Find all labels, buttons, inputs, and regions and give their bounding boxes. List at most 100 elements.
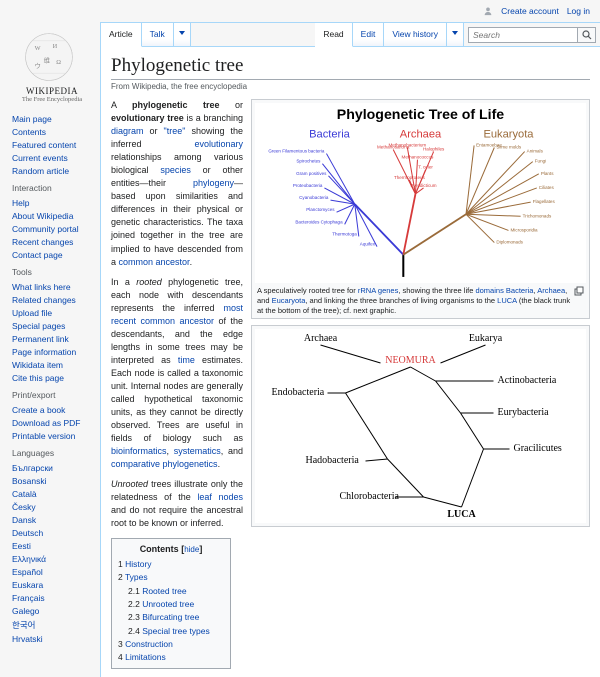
sidebar-item[interactable]: Related changes [12,293,100,306]
toc-item[interactable]: 4 Limitations [118,651,224,664]
sidebar-item[interactable]: What links here [12,280,100,293]
sidebar-item[interactable]: Wikidata item [12,358,100,371]
nav-heading-tools: Tools [12,267,100,277]
svg-text:Bacteria: Bacteria [309,128,351,140]
svg-text:Gracilicutes: Gracilicutes [514,443,562,454]
figure-unrooted-tree: ArchaeaEukaryaNEOMURAActinobacteriaEndob… [251,325,590,527]
search-box [464,23,600,46]
sidebar-item[interactable]: Recent changes [12,235,100,248]
svg-text:Archaea: Archaea [400,128,442,140]
svg-text:W: W [34,44,40,51]
logo[interactable]: W И维Ω ウ WIKIPEDIA The Free Encyclopedia [7,26,97,106]
article-text: A phylogenetic tree or evolutionary tree… [111,99,243,669]
sidebar-item[interactable]: Community portal [12,222,100,235]
sidebar-lang-item[interactable]: Galego [12,604,100,617]
sidebar-item[interactable]: Contents [12,125,100,138]
sidebar-lang-item[interactable]: Français [12,591,100,604]
svg-text:И: И [52,43,57,50]
tab-more-dropdown[interactable] [447,23,464,46]
sidebar-lang-item[interactable]: Eesti [12,539,100,552]
page-subtitle: From Wikipedia, the free encyclopedia [111,82,590,91]
nav-heading-print: Print/export [12,390,100,400]
svg-text:Gram positives: Gram positives [296,171,327,176]
sidebar-lang-item[interactable]: Euskara [12,578,100,591]
tab-article[interactable]: Article [101,23,142,47]
toc-item[interactable]: 3 Construction [118,637,224,650]
toc-item[interactable]: 2.3 Bifurcating tree [118,611,224,624]
sidebar-lang-item[interactable]: 한국어 [12,617,100,632]
toc-item[interactable]: 2.4 Special tree types [118,624,224,637]
sidebar-lang-item[interactable]: Česky [12,500,100,513]
tab-more-dropdown[interactable] [174,23,191,46]
sidebar-lang-item[interactable]: Català [12,487,100,500]
svg-text:Fungi: Fungi [535,159,546,164]
sidebar-lang-item[interactable]: Ελληνικά [12,552,100,565]
sidebar-item[interactable]: Special pages [12,319,100,332]
toc-item[interactable]: 2.2 Unrooted tree [118,597,224,610]
svg-text:Proteobacteria: Proteobacteria [293,183,323,188]
svg-text:Green Filamentous bacteria: Green Filamentous bacteria [268,149,325,154]
svg-text:Flagellates: Flagellates [533,199,556,204]
svg-text:ウ: ウ [34,61,40,69]
toc-item[interactable]: 2 Types [118,571,224,584]
svg-text:NEOMURA: NEOMURA [385,355,436,366]
sidebar-item[interactable]: Printable version [12,429,100,442]
content-area: ArticleTalk ReadEditView history Phyloge… [100,22,600,677]
svg-text:Planctomyces: Planctomyces [306,207,335,212]
sidebar-lang-item[interactable]: Hrvatski [12,632,100,645]
svg-text:Animals: Animals [527,149,544,154]
sidebar-lang-item[interactable]: Español [12,565,100,578]
svg-text:Aquifex: Aquifex [360,242,376,247]
sidebar-item[interactable]: About Wikipedia [12,209,100,222]
sidebar-item[interactable]: Upload file [12,306,100,319]
svg-text:Ω: Ω [56,59,61,66]
svg-text:T. celer: T. celer [418,165,433,170]
login-link[interactable]: Log in [567,6,590,16]
sidebar-item[interactable]: Create a book [12,403,100,416]
logo-tagline: The Free Encyclopedia [22,96,82,103]
figure-tree-of-life: Phylogenetic Tree of LifeBacteriaArchaea… [251,99,590,319]
svg-text:LUCA: LUCA [447,509,476,520]
tab-edit[interactable]: Edit [353,23,385,46]
sidebar-item[interactable]: Random article [12,164,100,177]
search-input[interactable] [468,27,578,43]
svg-text:Endobacteria: Endobacteria [272,387,325,398]
sidebar-item[interactable]: Featured content [12,138,100,151]
toc-toggle[interactable]: hide [184,545,199,554]
svg-text:Methanococcus: Methanococcus [402,155,435,160]
svg-text:Hadobacteria: Hadobacteria [306,455,360,466]
svg-text:Microsporidia: Microsporidia [511,227,539,232]
svg-text:Plants: Plants [541,171,554,176]
sidebar-item[interactable]: Contact page [12,248,100,261]
sidebar: W И维Ω ウ WIKIPEDIA The Free Encyclopedia Ma… [0,22,100,677]
svg-text:Eurybacteria: Eurybacteria [498,407,550,418]
sidebar-item[interactable]: Download as PDF [12,416,100,429]
svg-text:Halophiles: Halophiles [423,147,445,152]
sidebar-item[interactable]: Help [12,196,100,209]
sidebar-lang-item[interactable]: Bosanski [12,474,100,487]
toc-item[interactable]: 1 History [118,558,224,571]
tab-view-history[interactable]: View history [384,23,447,46]
sidebar-item[interactable]: Current events [12,151,100,164]
logo-wordmark: WIKIPEDIA [22,86,82,96]
page-title: Phylogenetic tree [111,55,590,80]
sidebar-lang-item[interactable]: Български [12,461,100,474]
sidebar-item[interactable]: Cite this page [12,371,100,384]
sidebar-item[interactable]: Permanent link [12,332,100,345]
toc-title: Contents [140,544,179,554]
tab-read[interactable]: Read [315,23,352,47]
create-account-link[interactable]: Create account [501,6,559,16]
enlarge-icon[interactable] [574,286,584,296]
nav-heading-interaction: Interaction [12,183,100,193]
svg-text:Chlorobacteria: Chlorobacteria [340,491,400,502]
sidebar-lang-item[interactable]: Deutsch [12,526,100,539]
sidebar-lang-item[interactable]: Dansk [12,513,100,526]
svg-text:维: 维 [43,55,50,64]
toc-item[interactable]: 2.1 Rooted tree [118,584,224,597]
search-button[interactable] [578,27,596,43]
sidebar-item[interactable]: Page information [12,345,100,358]
sidebar-item[interactable]: Main page [12,112,100,125]
svg-text:Ciliates: Ciliates [539,185,555,190]
svg-text:Archaea: Archaea [304,333,338,344]
tab-talk[interactable]: Talk [142,23,174,46]
